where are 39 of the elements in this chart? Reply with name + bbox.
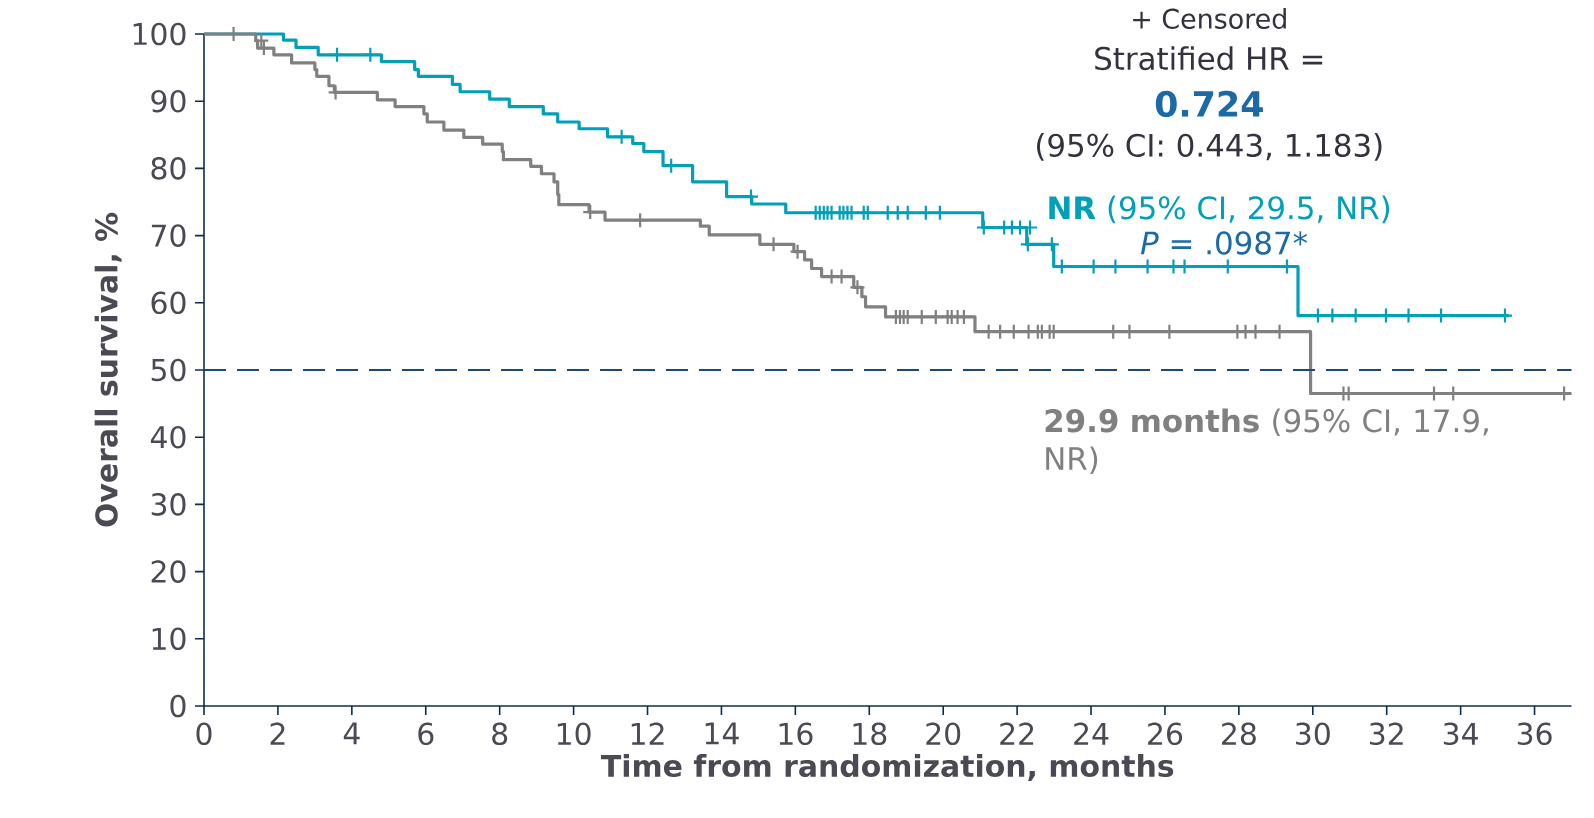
y-tick-label: 30 (151, 493, 186, 516)
text: 29.9 months (95% CI, 17.9, NR) (1045, 408, 1488, 474)
x-tick-label: 34 (1443, 722, 1478, 746)
y-tick-label: 90 (151, 89, 186, 113)
text: + Censored (1133, 8, 1286, 29)
x-tick-label: 4 (343, 722, 360, 745)
y-tick-label: 40 (150, 425, 186, 449)
x-tick-label: 12 (631, 722, 664, 745)
x-tick-label: 24 (1074, 722, 1109, 745)
x-tick-label: 10 (557, 722, 591, 746)
y-tick-label: 70 (151, 224, 186, 247)
y-tick-label: 100 (133, 22, 186, 46)
x-tick-label: 0 (196, 722, 212, 746)
annotation: P = .0987* (1140, 231, 1308, 255)
annotation: NR (95% CI, 29.5, NR) (1049, 195, 1390, 224)
x-tick-label: 6 (418, 722, 434, 746)
y-tick-label: 60 (151, 291, 186, 315)
x-tick-label: 32 (1369, 722, 1403, 746)
y-axis-title: Overall survival, % (94, 212, 122, 527)
x-axis-title: Time from randomization, months (601, 753, 1174, 781)
x-tick-label: 36 (1517, 722, 1552, 746)
annotation: (95% CI: 0.443, 1.183) (1036, 133, 1382, 161)
x-tick-label: 18 (853, 722, 887, 746)
x-tick-label: 30 (1296, 722, 1330, 746)
y-tick-label: 80 (151, 157, 186, 180)
x-tick-label: 28 (1222, 722, 1256, 746)
x-tick-label: 8 (492, 722, 508, 746)
x-tick-label: 14 (705, 722, 739, 745)
x-tick-label: 2 (270, 722, 285, 745)
x-tick-label: 16 (779, 722, 813, 746)
annotation: Stratified HR = (1095, 46, 1323, 71)
y-tick-label: 0 (170, 694, 186, 718)
x-tick-label: 22 (1000, 722, 1034, 745)
y-tick-label: 50 (151, 358, 186, 382)
annotation: 0.724 (1155, 90, 1263, 118)
x-tick-label: 26 (1148, 722, 1183, 746)
y-tick-label: 10 (152, 627, 186, 651)
y-tick-label: 20 (151, 560, 186, 583)
x-tick-label: 20 (926, 722, 961, 746)
